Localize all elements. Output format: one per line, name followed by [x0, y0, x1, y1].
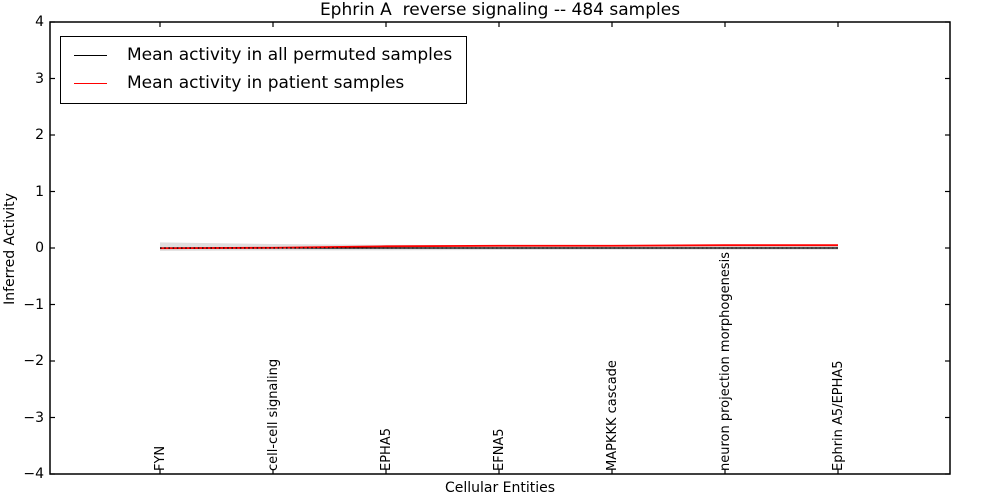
- y-tick-label: −2: [23, 353, 44, 369]
- y-tick-label: 0: [35, 240, 44, 256]
- x-tick-label: cell-cell signaling: [265, 358, 281, 471]
- legend-entry-patient: Mean activity in patient samples: [74, 69, 452, 97]
- y-tick-label: −4: [23, 466, 44, 482]
- y-tick-label: 4: [35, 14, 44, 30]
- x-tick-label: FYN: [152, 445, 168, 471]
- x-axis-label: Cellular Entities: [444, 480, 556, 496]
- legend: Mean activity in all permuted samples Me…: [60, 36, 468, 104]
- y-tick-label: −3: [23, 409, 44, 426]
- y-tick-label: 2: [35, 127, 44, 143]
- legend-entry-permuted: Mean activity in all permuted samples: [74, 41, 452, 69]
- x-tick-label: MAPKKK cascade: [604, 360, 620, 471]
- x-tick-label: neuron projection morphogenesis: [717, 252, 733, 471]
- x-tick-label: EPHA5: [378, 428, 394, 471]
- patient-line-sample-icon: [74, 82, 107, 84]
- y-tick-label: 3: [35, 70, 44, 87]
- legend-label-permuted: Mean activity in all permuted samples: [127, 45, 453, 65]
- legend-label-patient: Mean activity in patient samples: [127, 73, 405, 93]
- y-tick-label: −1: [23, 296, 44, 313]
- x-tick-label: Ephrin A5/EPHA5: [830, 360, 846, 471]
- y-tick-label: 1: [35, 183, 44, 200]
- permuted-line-sample-icon: [74, 54, 107, 56]
- x-tick-label: EFNA5: [491, 428, 507, 471]
- chart-title: Ephrin A reverse signaling -- 484 sample…: [319, 0, 681, 20]
